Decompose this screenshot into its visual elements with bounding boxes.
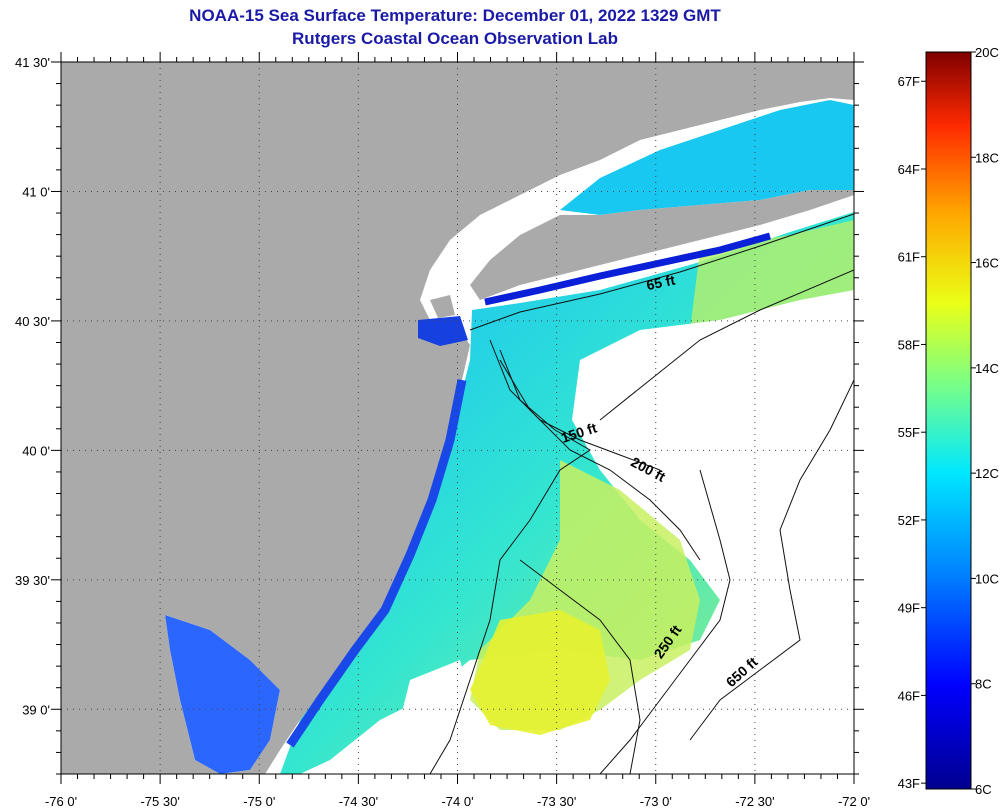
isobath-200ft [499,359,701,561]
isobath-contours [429,213,854,774]
latitude-label: 40 30' [15,314,50,329]
sst-yellow-patch [470,610,610,735]
colorbar-label-f: 67F [898,74,920,89]
latitude-label: 41 0' [22,184,50,199]
colorbar-label-c: 14C [975,361,999,376]
isobath-250ft [599,469,731,774]
colorbar-label-c: 6C [975,782,992,797]
longitude-label: -72 0' [838,794,870,809]
colorbar-labels: 20C 18C 16C 14C 12C 10C 8C 6C 67F 64F 61F 58F 55F 52F… [898,45,999,797]
longitude-label: -74 0' [441,794,473,809]
latitude-label: 40 0' [22,443,50,458]
longitude-label: -73 0' [640,794,672,809]
isobath-650ft [689,379,854,741]
longitude-label: -73 30' [537,794,576,809]
sst-long-island-sound [560,100,854,215]
land-staten-island [430,295,455,318]
map-title: NOAA-15 Sea Surface Temperature: Decembe… [189,6,721,25]
longitude-labels: -76 0' -75 30' -75 0' -74 30' -74 0' -73 30' -… [45,794,870,809]
longitude-label: -76 0' [45,794,77,809]
colorbar-label-c: 16C [975,256,999,271]
map-subtitle: Rutgers Coastal Ocean Observation Lab [292,29,618,48]
cold-water-nj-coast [286,379,467,748]
colorbar-label-c: 8C [975,677,992,692]
colorbar-label-f: 58F [898,337,920,352]
longitude-label: -75 30' [140,794,179,809]
colorbar-label-f: 49F [898,601,920,616]
colorbar-ticks [921,51,976,790]
latitude-label: 39 30' [15,573,50,588]
latitude-label: 39 0' [22,702,50,717]
colorbar-label-c: 18C [975,150,999,165]
isobath-65ft [469,213,854,331]
axis-ticks [51,52,864,784]
isobath-inner [519,559,641,774]
colorbar-label-c: 12C [975,466,999,481]
longitude-label: -72 30' [735,794,774,809]
isobath-offshore [599,269,854,421]
isobath-hudson-canyon [429,349,591,774]
colorbar-label-f: 61F [898,250,920,265]
colorbar-label-f: 55F [898,425,920,440]
colorbar-label-f: 52F [898,513,920,528]
isobath-150ft [489,339,661,471]
cold-water-south-shore [484,232,771,306]
colorbar-label-f: 64F [898,162,920,177]
longitude-label: -74 30' [339,794,378,809]
colorbar-label-f: 46F [898,688,920,703]
grid-lines [61,62,854,774]
latitude-labels: 41 30' 41 0' 40 30' 40 0' 39 30' 39 0' [15,55,50,717]
land-long-island [470,190,854,300]
title-block: NOAA-15 Sea Surface Temperature: Decembe… [0,4,910,50]
colorbar-gradient [925,51,972,790]
colorbar-label-c: 10C [975,571,999,586]
cloud-mask-offshore [580,290,854,774]
sst-delaware-bay [165,615,280,774]
cold-water-raritan-bay [418,316,468,346]
cloud-mask-south [380,660,470,774]
longitude-label: -75 0' [243,794,275,809]
colorbar-label-f: 43F [898,776,920,791]
isobath-label: 65 ft [645,271,677,293]
latitude-label: 41 30' [15,55,50,70]
colorbar-label-c: 20C [975,45,999,60]
